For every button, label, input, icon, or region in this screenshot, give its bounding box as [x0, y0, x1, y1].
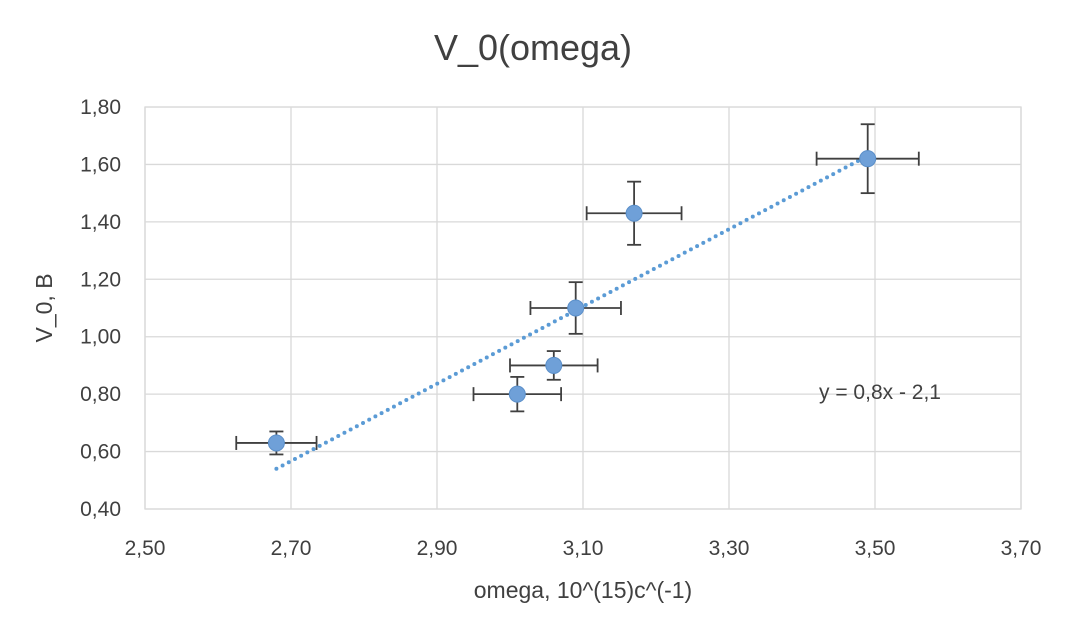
- y-tick-label: 0,60: [80, 441, 121, 464]
- data-point: [567, 299, 585, 317]
- y-tick-label: 1,20: [80, 268, 121, 291]
- y-tick-label: 0,80: [80, 383, 121, 406]
- data-points: [267, 150, 877, 452]
- y-axis-ticks: 0,40 0,60 0,80 1,00 1,20 1,40 1,60 1,80: [80, 96, 121, 521]
- y-tick-label: 1,80: [80, 96, 121, 119]
- y-tick-label: 1,60: [80, 153, 121, 176]
- x-tick-label: 2,70: [271, 537, 312, 560]
- data-point: [267, 434, 285, 452]
- data-point: [545, 356, 563, 374]
- x-tick-label: 2,50: [125, 537, 166, 560]
- data-point: [859, 150, 877, 168]
- x-tick-label: 3,30: [709, 537, 750, 560]
- x-axis-ticks: 2,50 2,70 2,90 3,10 3,30 3,50 3,70: [125, 537, 1042, 560]
- x-tick-label: 2,90: [417, 537, 458, 560]
- error-bars: [235, 123, 920, 456]
- plot-area: [144, 106, 1022, 510]
- x-tick-label: 3,70: [1001, 537, 1042, 560]
- y-tick-label: 1,40: [80, 211, 121, 234]
- x-tick-label: 3,10: [563, 537, 604, 560]
- y-tick-label: 1,00: [80, 326, 121, 349]
- data-point: [508, 385, 526, 403]
- x-tick-label: 3,50: [855, 537, 896, 560]
- y-axis-label: V_0, B: [31, 273, 57, 342]
- chart-title: V_0(omega): [434, 27, 632, 68]
- grid-lines: [144, 106, 1022, 510]
- trendline-equation: y = 0,8x - 2,1: [819, 381, 941, 404]
- data-point: [625, 204, 643, 222]
- x-axis-label: omega, 10^(15)c^(-1): [474, 577, 692, 603]
- y-tick-label: 0,40: [80, 498, 121, 521]
